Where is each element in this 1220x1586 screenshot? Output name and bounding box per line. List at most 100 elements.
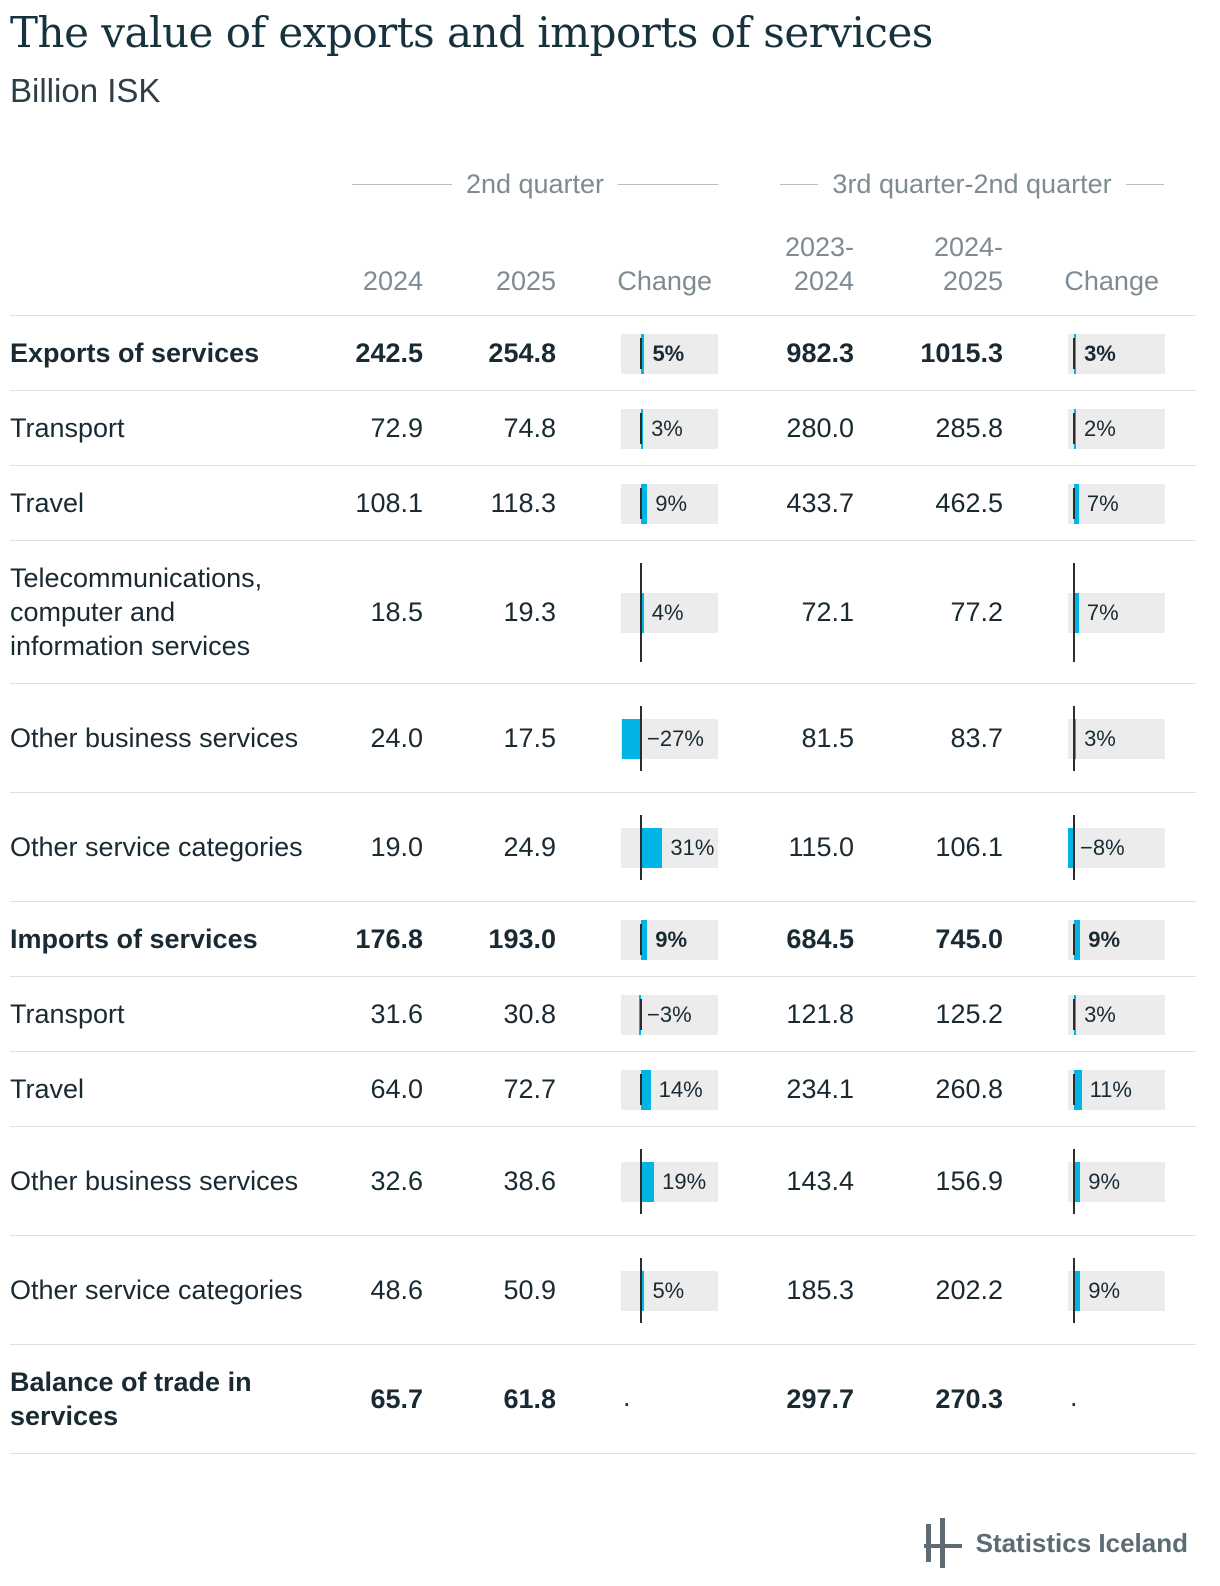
cell-v2024: 19.0 xyxy=(370,831,423,862)
change-bar-ch1 xyxy=(641,1069,651,1110)
zero-line xyxy=(1073,924,1075,955)
cell-p1: 982.3 xyxy=(786,337,854,368)
cell-p1: 121.8 xyxy=(786,998,854,1029)
cell-v2025: 193.0 xyxy=(488,923,556,954)
column-header-change-period: Change xyxy=(1064,266,1159,296)
change-label-ch1: 19% xyxy=(662,1168,707,1194)
change-label-ch2: 9% xyxy=(1088,1277,1120,1303)
zero-line xyxy=(640,999,642,1030)
table-row: Other business services 32.6 38.6 143.4 156.… xyxy=(10,1127,1196,1236)
cell-v2024: 24.0 xyxy=(370,722,423,753)
row-label: Imports of services xyxy=(10,924,258,954)
zero-line xyxy=(1073,413,1075,444)
change-bar-ch1 xyxy=(641,483,648,524)
cell-p2: 125.2 xyxy=(935,998,1003,1029)
zero-line xyxy=(1073,999,1075,1030)
change-bar-ch1 xyxy=(622,718,641,759)
change-bar-background xyxy=(1068,919,1165,960)
zero-line xyxy=(640,815,642,880)
cell-v2025: 19.3 xyxy=(503,596,556,627)
zero-line xyxy=(640,1074,642,1105)
table-row: Travel 64.0 72.7 234.1 260.8 14% 11% xyxy=(10,1052,1196,1127)
cell-p1: 72.1 xyxy=(801,596,854,627)
cell-p2: 285.8 xyxy=(935,412,1003,443)
row-label: Transport xyxy=(10,413,125,443)
table-row: Travel 108.1 118.3 433.7 462.5 9% 7% xyxy=(10,466,1196,541)
change-bar-ch2 xyxy=(1068,827,1074,868)
zero-line xyxy=(1073,815,1075,880)
cell-v2024: 18.5 xyxy=(370,596,423,627)
change-bar-background xyxy=(621,592,718,633)
table-row: Other service categories 48.6 50.9 185.3 202… xyxy=(10,1236,1196,1345)
group-header-q3q2: 3rd quarter-2nd quarter xyxy=(780,166,1165,202)
change-bar-background xyxy=(621,1270,718,1311)
table-row: Exports of services 242.5 254.8 982.3 1015.3… xyxy=(10,316,1196,391)
column-header-2024-2025: 2024- 2025 xyxy=(880,230,1003,298)
row-label: Exports of services xyxy=(10,338,260,368)
change-value-ch2: . xyxy=(1070,1381,1078,1412)
change-label-ch1: 9% xyxy=(655,926,687,952)
change-bar-background xyxy=(1068,592,1165,633)
change-label-ch2: 3% xyxy=(1084,1001,1116,1027)
cell-p2: 270.3 xyxy=(935,1383,1003,1414)
zero-line xyxy=(1073,1074,1075,1105)
change-label-ch2: −8% xyxy=(1080,834,1125,860)
change-bar-ch2 xyxy=(1074,483,1079,524)
cell-v2024: 64.0 xyxy=(370,1073,423,1104)
change-label-ch2: 3% xyxy=(1084,340,1116,366)
table-row: Transport 72.9 74.8 280.0 285.8 3% 2% xyxy=(10,391,1196,466)
change-bar-ch2 xyxy=(1074,919,1081,960)
row-label: Telecommunications, computer and informa… xyxy=(10,563,263,661)
zero-line xyxy=(640,1258,642,1323)
row-label: Other business services xyxy=(10,1166,299,1196)
statistics-iceland-logo-icon xyxy=(923,1518,962,1568)
change-bar-ch2 xyxy=(1074,408,1076,449)
cell-v2025: 38.6 xyxy=(503,1165,556,1196)
cell-v2025: 50.9 xyxy=(503,1274,556,1305)
chart-subtitle: Billion ISK xyxy=(10,72,161,109)
zero-line xyxy=(1073,488,1075,519)
row-label: Other service categories xyxy=(10,1275,303,1305)
change-bar-background xyxy=(621,919,718,960)
change-bar-ch2 xyxy=(1074,1069,1082,1110)
cell-p1: 185.3 xyxy=(786,1274,854,1305)
cell-v2024: 65.7 xyxy=(370,1383,423,1414)
group-header-q2: 2nd quarter xyxy=(352,166,719,202)
cell-v2025: 72.7 xyxy=(503,1073,556,1104)
column-header-2025: 2025 xyxy=(495,266,556,296)
change-bar-ch1 xyxy=(641,333,645,374)
row-label: Travel xyxy=(10,1074,85,1104)
change-bar-background xyxy=(1068,483,1165,524)
change-bar-ch1 xyxy=(641,1161,655,1202)
cell-p1: 234.1 xyxy=(786,1073,854,1104)
change-bar-background xyxy=(1068,408,1165,449)
cell-v2024: 32.6 xyxy=(370,1165,423,1196)
cell-p1: 280.0 xyxy=(786,412,854,443)
change-bar-background xyxy=(621,333,718,374)
change-label-ch1: 3% xyxy=(651,415,683,441)
column-header-2023-2024-line1: 2023- xyxy=(784,232,854,262)
change-bar-ch1 xyxy=(641,919,648,960)
cell-p2: 156.9 xyxy=(935,1165,1003,1196)
change-bar-background xyxy=(1068,994,1165,1035)
cell-p1: 115.0 xyxy=(788,831,854,862)
cell-p2: 745.0 xyxy=(935,923,1003,954)
table-row: Telecommunications, computer and informa… xyxy=(10,541,1196,684)
cell-p1: 433.7 xyxy=(786,487,854,518)
zero-line xyxy=(1073,338,1075,369)
change-bar-ch2 xyxy=(1074,718,1077,759)
change-bar-ch1 xyxy=(641,408,644,449)
cell-p1: 81.5 xyxy=(801,722,854,753)
zero-line xyxy=(1073,563,1075,662)
cell-p2: 83.7 xyxy=(950,722,1003,753)
zero-line xyxy=(640,563,642,662)
cell-v2025: 254.8 xyxy=(488,337,556,368)
change-bar-background xyxy=(621,408,718,449)
cell-v2025: 61.8 xyxy=(503,1383,556,1414)
change-bar-background xyxy=(621,1161,718,1202)
change-label-ch1: 31% xyxy=(670,834,715,860)
cell-v2024: 72.9 xyxy=(370,412,423,443)
zero-line xyxy=(1073,706,1075,771)
group-header-q3q2-label: 3rd quarter-2nd quarter xyxy=(832,168,1112,199)
chart-title: The value of exports and imports of serv… xyxy=(10,8,933,57)
